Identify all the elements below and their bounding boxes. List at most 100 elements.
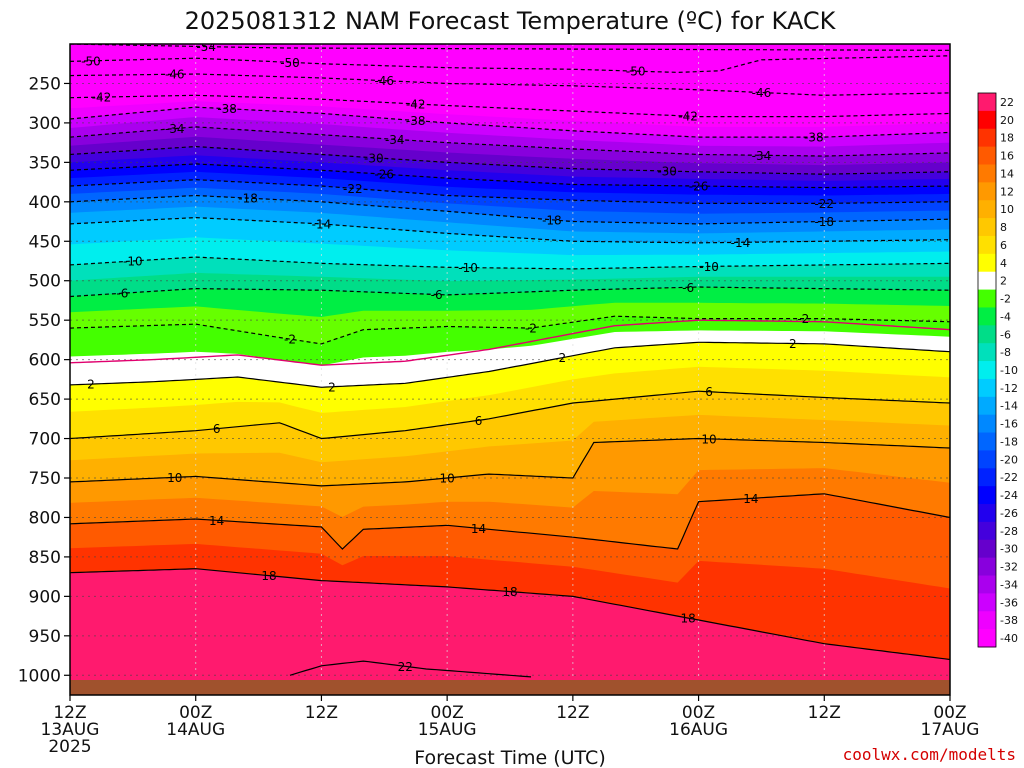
colorbar-swatch bbox=[978, 146, 996, 165]
colorbar-label: -4 bbox=[1000, 310, 1011, 323]
colorbar-swatch bbox=[978, 289, 996, 308]
y-tick-label: 700 bbox=[29, 430, 61, 450]
colorbar-label: 2 bbox=[1000, 275, 1007, 288]
contour-label: -14 bbox=[731, 236, 751, 250]
x-tick-label: 17AUG bbox=[921, 720, 980, 740]
freezing-line bbox=[70, 319, 950, 366]
colorbar-swatch bbox=[978, 343, 996, 362]
contour-label: -22 bbox=[343, 182, 363, 196]
colorbar-swatch bbox=[978, 325, 996, 344]
contour-label: 10 bbox=[440, 472, 455, 486]
contour-6 bbox=[70, 390, 950, 440]
contour-label: -46 bbox=[752, 86, 772, 100]
contour-label: 14 bbox=[471, 522, 486, 536]
contour-2 bbox=[70, 341, 950, 388]
contour-label: -26 bbox=[689, 180, 709, 194]
x-tick-label: 16AUG bbox=[669, 720, 728, 740]
y-tick-label: 550 bbox=[29, 311, 61, 331]
x-tick-label: 00Z bbox=[682, 703, 715, 723]
y-tick-label: 250 bbox=[29, 74, 61, 94]
contour--34 bbox=[70, 126, 950, 157]
colorbar-label: -32 bbox=[1000, 561, 1018, 574]
y-tick-label: 650 bbox=[29, 390, 61, 410]
colorbar-swatch bbox=[978, 164, 996, 183]
y-tick-label: 400 bbox=[29, 193, 61, 213]
contour-label: -34 bbox=[752, 149, 772, 163]
contour-label: 14 bbox=[209, 514, 224, 528]
contour-label: 14 bbox=[743, 492, 758, 506]
x-tick-label: 00Z bbox=[179, 703, 212, 723]
colorbar-swatch bbox=[978, 307, 996, 326]
y-tick-label: 950 bbox=[29, 627, 61, 647]
x-tick-label: 12Z bbox=[808, 703, 841, 723]
plot-frame bbox=[69, 43, 951, 696]
colorbar-label: -30 bbox=[1000, 543, 1018, 556]
contour-labels: -54-50 -50-50-46 -46-46-42 -42-42-38-38-38-… bbox=[81, 44, 834, 674]
contour-label: 10 bbox=[167, 471, 182, 485]
chart-title: 2025081312 NAM Forecast Temperature (ºC)… bbox=[185, 7, 837, 35]
colorbar-label: 14 bbox=[1000, 167, 1014, 180]
colorbar-swatch bbox=[978, 414, 996, 434]
fill-band--54 bbox=[70, 44, 950, 51]
colorbar-label: -12 bbox=[1000, 382, 1018, 395]
colorbar-label: -38 bbox=[1000, 614, 1018, 627]
contour-14 bbox=[70, 493, 950, 550]
colorbar-label: -10 bbox=[1000, 364, 1018, 377]
ground-strip bbox=[70, 680, 950, 695]
contour-lines bbox=[70, 44, 950, 678]
contour-label: -34 bbox=[165, 122, 185, 136]
contour-label: -30 bbox=[364, 151, 384, 165]
colorbar-label: -16 bbox=[1000, 418, 1018, 431]
colorbar-label: 22 bbox=[1000, 96, 1014, 109]
contour-label: 6 bbox=[475, 414, 483, 428]
contour-label: -42 bbox=[92, 91, 112, 105]
contour-label: 18 bbox=[261, 569, 276, 583]
contour--2 bbox=[70, 315, 950, 345]
colorbar-swatch bbox=[978, 486, 996, 505]
contour-label: -10 bbox=[699, 260, 719, 274]
colorbar-swatch bbox=[978, 361, 996, 380]
colorbar-swatch bbox=[978, 396, 996, 416]
contour-label: 22 bbox=[398, 660, 413, 674]
y-tick-label: 800 bbox=[29, 508, 61, 528]
contour-10 bbox=[70, 437, 950, 487]
colorbar-label: -24 bbox=[1000, 489, 1018, 502]
y-tick-label: 600 bbox=[29, 351, 61, 371]
colorbar-swatch bbox=[978, 110, 996, 130]
contour-label: -50 bbox=[81, 54, 101, 68]
y-tick-label: 850 bbox=[29, 548, 61, 568]
contour-label: -6 bbox=[116, 287, 128, 301]
contour-label: -38 bbox=[804, 131, 824, 145]
x-tick-label: 00Z bbox=[431, 703, 464, 723]
colorbar-swatch bbox=[978, 468, 996, 487]
colorbar-swatch bbox=[978, 539, 996, 559]
colorbar-label: -40 bbox=[1000, 632, 1018, 645]
contour-label: -38 bbox=[406, 114, 426, 128]
colorbar-label: 16 bbox=[1000, 150, 1014, 163]
colorbar-swatch bbox=[978, 611, 996, 630]
contour-label: -38 bbox=[217, 102, 237, 116]
colorbar-label: -34 bbox=[1000, 579, 1018, 592]
colorbar-label: 12 bbox=[1000, 185, 1014, 198]
colorbar-label: -26 bbox=[1000, 507, 1018, 520]
gridlines bbox=[70, 44, 950, 695]
contour-label: -2 bbox=[284, 333, 296, 347]
y-tick-label: 900 bbox=[29, 587, 61, 607]
contour-label: -18 bbox=[814, 215, 834, 229]
contour-label: -14 bbox=[312, 217, 332, 231]
x-tick-label: 14AUG bbox=[166, 720, 225, 740]
colorbar-label: -36 bbox=[1000, 596, 1018, 609]
colorbar: 22 20 18 16 14 12 10 8 6 4 2 -2 -4 -6 -8 -10 -12 -14 -16 -1… bbox=[977, 92, 1018, 648]
contour-label: -46 bbox=[165, 68, 185, 82]
contour-label: -2 bbox=[797, 312, 809, 326]
colorbar-label: -22 bbox=[1000, 471, 1018, 484]
colorbar-label: -28 bbox=[1000, 525, 1018, 538]
y-tick-label: 500 bbox=[29, 272, 61, 292]
colorbar-label: 4 bbox=[1000, 257, 1007, 270]
contour-label: -6 bbox=[431, 288, 443, 302]
colorbar-label: 8 bbox=[1000, 221, 1007, 234]
contour-label: -18 bbox=[238, 192, 258, 206]
contour-label: -50 bbox=[280, 56, 300, 70]
